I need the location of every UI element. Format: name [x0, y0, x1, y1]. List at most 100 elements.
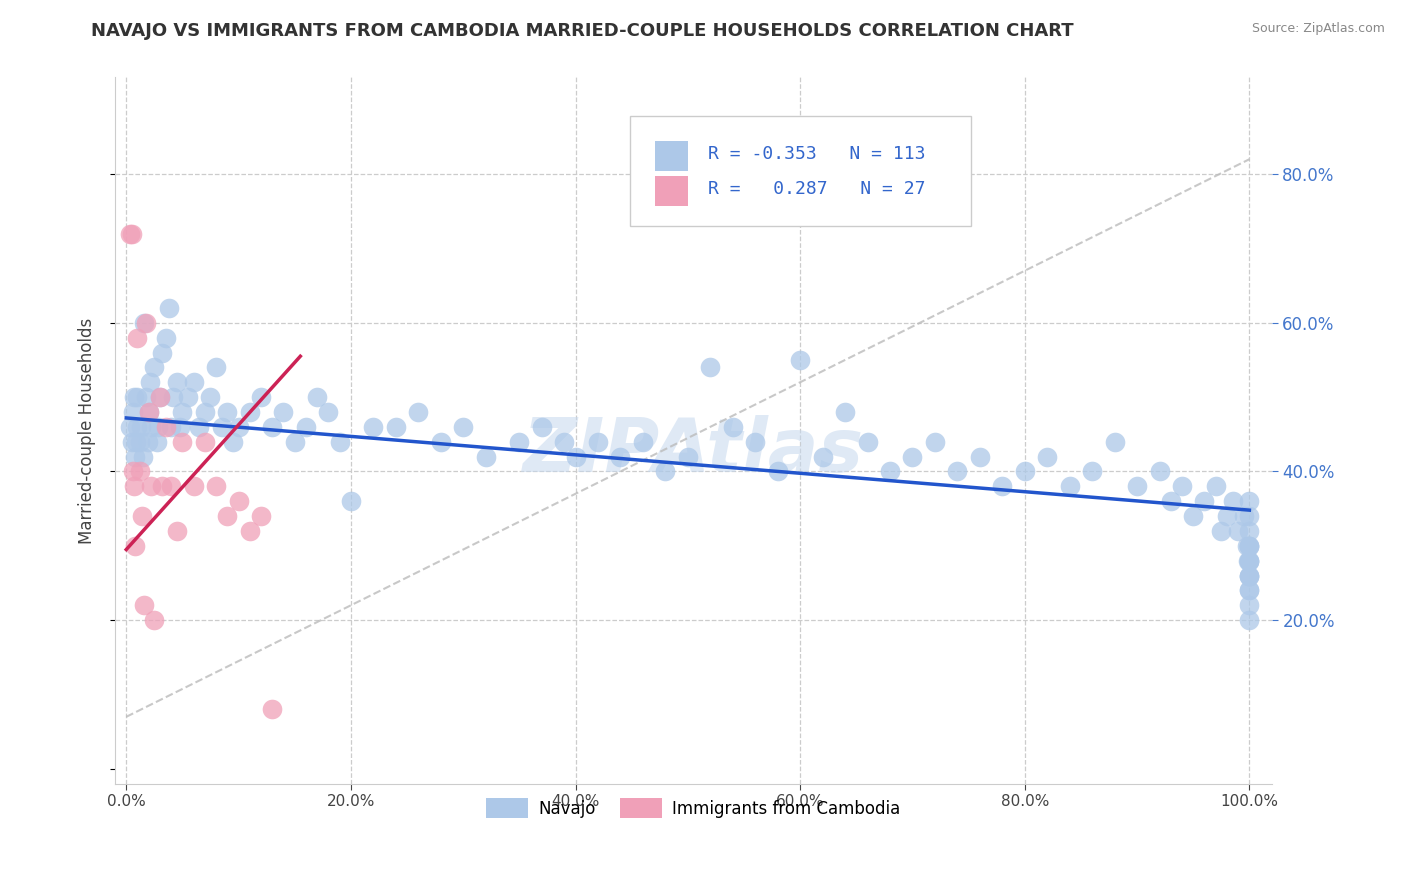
- Point: [901, 450, 924, 464]
- Point: [135, 316, 157, 330]
- Point: [564, 450, 586, 464]
- Point: [155, 331, 177, 345]
- Point: [160, 420, 183, 434]
- Point: [789, 353, 811, 368]
- Point: [1160, 494, 1182, 508]
- Point: [1171, 479, 1194, 493]
- Point: [205, 479, 228, 493]
- Point: [406, 405, 429, 419]
- Point: [699, 360, 721, 375]
- Point: [228, 494, 250, 508]
- Point: [124, 539, 146, 553]
- Point: [1236, 539, 1258, 553]
- Point: [676, 450, 699, 464]
- Point: [1149, 465, 1171, 479]
- Point: [766, 465, 789, 479]
- Point: [160, 479, 183, 493]
- Point: [138, 405, 160, 419]
- Point: [284, 434, 307, 449]
- Point: [811, 450, 834, 464]
- Point: [143, 613, 166, 627]
- Point: [139, 479, 162, 493]
- Point: [143, 360, 166, 375]
- Point: [1239, 568, 1261, 582]
- Point: [363, 420, 385, 434]
- Point: [1239, 509, 1261, 524]
- Point: [146, 420, 169, 434]
- Point: [177, 390, 200, 404]
- Point: [150, 345, 173, 359]
- Point: [834, 405, 856, 419]
- Point: [132, 450, 155, 464]
- Point: [121, 227, 143, 241]
- Point: [228, 420, 250, 434]
- Point: [924, 434, 946, 449]
- Point: [969, 450, 991, 464]
- Point: [1239, 554, 1261, 568]
- Point: [1081, 465, 1104, 479]
- Point: [138, 405, 160, 419]
- Legend: Navajo, Immigrants from Cambodia: Navajo, Immigrants from Cambodia: [479, 791, 907, 825]
- Point: [122, 479, 145, 493]
- Point: [127, 331, 149, 345]
- Point: [1239, 583, 1261, 598]
- Point: [1216, 509, 1239, 524]
- Point: [145, 434, 167, 449]
- Point: [155, 420, 177, 434]
- Point: [250, 390, 273, 404]
- Point: [1182, 509, 1205, 524]
- Point: [172, 434, 194, 449]
- Point: [1205, 479, 1227, 493]
- Point: [856, 434, 879, 449]
- Point: [1239, 599, 1261, 613]
- Point: [122, 465, 145, 479]
- Point: [250, 509, 273, 524]
- Point: [139, 376, 162, 390]
- Point: [1233, 509, 1256, 524]
- Point: [217, 405, 239, 419]
- Point: [211, 420, 233, 434]
- Point: [451, 420, 474, 434]
- Point: [1036, 450, 1059, 464]
- Point: [172, 405, 194, 419]
- Point: [1059, 479, 1081, 493]
- Point: [134, 599, 156, 613]
- Point: [200, 390, 222, 404]
- Point: [262, 702, 284, 716]
- Text: ZIPAtlas: ZIPAtlas: [523, 416, 865, 488]
- Point: [1104, 434, 1126, 449]
- Point: [1239, 568, 1261, 582]
- Point: [149, 390, 172, 404]
- Point: [1126, 479, 1149, 493]
- Text: R = -0.353   N = 113: R = -0.353 N = 113: [709, 145, 927, 162]
- Point: [553, 434, 575, 449]
- Point: [1239, 583, 1261, 598]
- Point: [295, 420, 318, 434]
- Point: [134, 316, 156, 330]
- Point: [1239, 554, 1261, 568]
- Point: [166, 376, 188, 390]
- Point: [131, 509, 153, 524]
- Point: [1239, 539, 1261, 553]
- Point: [879, 465, 901, 479]
- Point: [157, 301, 180, 315]
- Point: [139, 420, 162, 434]
- Point: [166, 524, 188, 538]
- Point: [194, 405, 217, 419]
- Point: [135, 390, 157, 404]
- Point: [124, 450, 146, 464]
- Point: [262, 420, 284, 434]
- Point: [188, 420, 211, 434]
- Point: [118, 227, 141, 241]
- Point: [508, 434, 530, 449]
- Point: [122, 390, 145, 404]
- Y-axis label: Married-couple Households: Married-couple Households: [79, 318, 96, 544]
- Point: [222, 434, 245, 449]
- Point: [307, 390, 329, 404]
- FancyBboxPatch shape: [655, 177, 688, 206]
- Text: NAVAJO VS IMMIGRANTS FROM CAMBODIA MARRIED-COUPLE HOUSEHOLDS CORRELATION CHART: NAVAJO VS IMMIGRANTS FROM CAMBODIA MARRI…: [91, 22, 1074, 40]
- Point: [631, 434, 654, 449]
- Point: [1211, 524, 1233, 538]
- Point: [721, 420, 744, 434]
- Point: [1239, 494, 1261, 508]
